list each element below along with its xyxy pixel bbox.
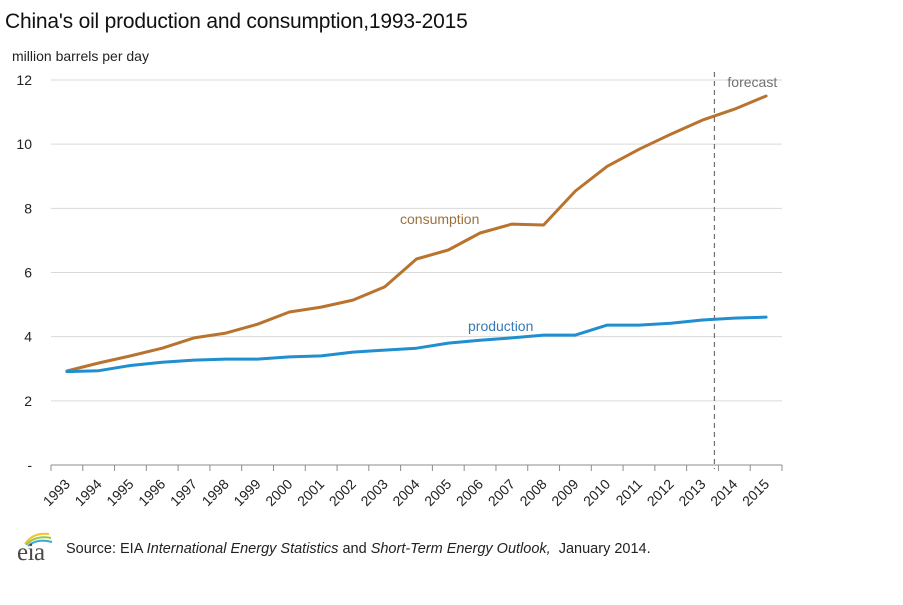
series-label-consumption: consumption xyxy=(400,211,479,227)
x-tick-label: 2012 xyxy=(644,476,677,509)
eia-logo-text: eia xyxy=(17,539,45,566)
x-tick-label: 1999 xyxy=(230,476,263,509)
y-tick-label: - xyxy=(27,457,32,473)
y-tick-label: 12 xyxy=(16,72,32,88)
x-tick-label: 2007 xyxy=(485,476,518,509)
x-tick-label: 1994 xyxy=(71,476,104,509)
eia-logo: eia xyxy=(17,530,63,566)
series-label-production: production xyxy=(468,318,533,334)
series-line-production xyxy=(65,315,768,374)
x-tick-label: 1993 xyxy=(40,476,73,509)
y-tick-label: 10 xyxy=(16,136,32,152)
x-tick-label: 1996 xyxy=(135,476,168,509)
chart-title: China's oil production and consumption,1… xyxy=(5,10,468,33)
source-date: January 2014. xyxy=(550,541,651,557)
eia-logo-swoosh-icon xyxy=(24,532,53,547)
x-tick-label: 2011 xyxy=(612,476,645,509)
x-tick-label: 2006 xyxy=(453,476,486,509)
x-tick-label: 2005 xyxy=(421,476,454,509)
x-tick-label: 2002 xyxy=(326,476,359,509)
y-axis-unit-label: million barrels per day xyxy=(12,48,149,64)
x-tick-label: 1995 xyxy=(103,476,136,509)
source-note: Source: EIA International Energy Statist… xyxy=(66,541,651,557)
x-tick-label: 2009 xyxy=(548,476,581,509)
x-tick-label: 2015 xyxy=(739,476,772,509)
source-prefix: Source: EIA xyxy=(66,541,147,557)
y-tick-label: 6 xyxy=(24,265,32,281)
x-tick-label: 2014 xyxy=(707,476,740,509)
x-tick-label: 2013 xyxy=(675,476,708,509)
y-tick-label: 4 xyxy=(24,329,32,345)
x-tick-label: 2008 xyxy=(516,476,549,509)
x-axis: 1993199419951996199719981999200020012002… xyxy=(40,464,783,509)
y-tick-label: 8 xyxy=(24,200,32,216)
series-line-consumption xyxy=(65,94,768,373)
x-tick-label: 1997 xyxy=(167,476,200,509)
x-tick-label: 2001 xyxy=(294,476,327,509)
x-tick-label: 2000 xyxy=(262,476,295,509)
gridlines xyxy=(51,79,782,402)
forecast-label: forecast xyxy=(727,74,777,90)
annotations: consumption production forecast xyxy=(400,72,777,469)
source-title-1: International Energy Statistics xyxy=(146,541,339,557)
source-middle: and xyxy=(338,541,371,557)
series-lines xyxy=(65,94,768,374)
x-tick-label: 1998 xyxy=(199,476,232,509)
x-tick-label: 2010 xyxy=(580,476,613,509)
x-tick-label: 2004 xyxy=(389,476,422,509)
y-axis-ticks: - 2 4 6 8 10 12 xyxy=(16,72,32,473)
y-tick-label: 2 xyxy=(24,393,32,409)
source-title-2: Short-Term Energy Outlook, xyxy=(370,541,551,557)
x-tick-label: 2003 xyxy=(357,476,390,509)
